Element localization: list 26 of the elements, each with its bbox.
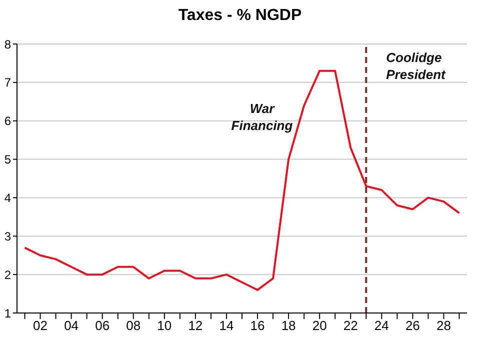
x-tick-label: 26: [405, 318, 420, 334]
y-tick-label: 3: [4, 229, 12, 244]
x-tick-label: 28: [436, 318, 451, 334]
x-tick-label: 16: [250, 318, 265, 334]
y-tick-label: 2: [4, 268, 12, 282]
line-series: [24, 70, 460, 291]
x-tick-label: 06: [95, 318, 110, 334]
x-tick-label: 12: [188, 318, 203, 334]
y-tick-label: 7: [4, 76, 12, 90]
ref-line-label: Coolidge President: [386, 50, 446, 82]
y-tick-label: 1: [4, 306, 12, 320]
x-tick-label: 14: [219, 318, 234, 334]
x-tick-label: 02: [33, 318, 48, 334]
x-tick-label: 04: [64, 318, 79, 334]
y-tick-label: 5: [4, 152, 12, 167]
x-tick-label: 24: [374, 318, 389, 334]
x-tick-label: 20: [312, 318, 327, 334]
y-tick-label: 6: [4, 114, 12, 128]
x-tick-label: 08: [126, 318, 141, 334]
annotation: War Financing: [231, 101, 293, 133]
y-tick-label: 8: [4, 37, 12, 52]
x-tick-label: 10: [157, 318, 172, 334]
chart-title: Taxes - % NGDP: [178, 7, 302, 24]
x-tick-label: 18: [281, 318, 296, 334]
x-tick-label: 22: [343, 318, 358, 334]
y-tick-label: 4: [4, 190, 12, 205]
